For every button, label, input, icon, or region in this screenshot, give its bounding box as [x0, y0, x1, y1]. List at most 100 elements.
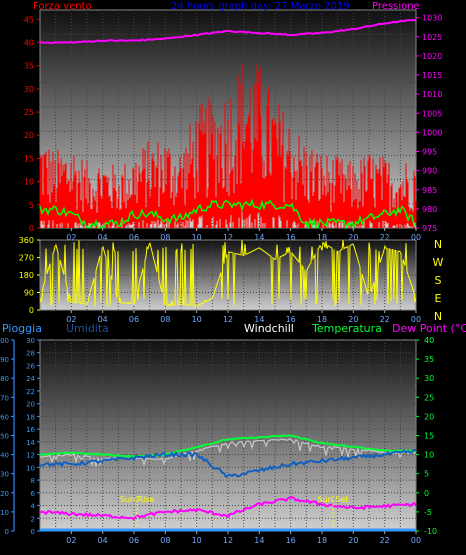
rain-y-tick-label: 70 [0, 394, 9, 402]
direction-series [39, 240, 417, 307]
humidity-y-tick-label: 24 [26, 375, 35, 383]
x-tick-label: 16 [286, 315, 296, 324]
humidity-line [39, 449, 417, 479]
x-tick-label: 22 [380, 233, 390, 242]
wind-direction-line [39, 240, 417, 307]
legend-pioggia: Pioggia [2, 322, 42, 335]
wind-axis-label: Forza vento [33, 1, 92, 12]
dew-point-line [39, 496, 417, 521]
wind-direction-plot-area [39, 239, 417, 311]
legend-temperatura: Temperatura [311, 322, 382, 335]
pressure-y-tick-label: 1020 [422, 52, 442, 61]
wind-x-ticks: 02 04 06 08 10 12 14 16 18 20 22 00 [66, 228, 421, 242]
wind-y-tick-label: 0 [29, 224, 34, 233]
humidity-y-tick-label: 8 [31, 477, 35, 485]
humidity-y-tick-label: 26 [26, 362, 35, 370]
x-tick-label: 00 [411, 315, 421, 324]
direction-y-tick-label: 270 [19, 254, 34, 263]
humidity-y-tick-label: 20 [26, 401, 35, 409]
temperature-y-tick-label: 15 [424, 432, 434, 441]
pressure-y-tick-label: 1015 [422, 71, 442, 80]
rain-y-tick-label: 40 [0, 452, 9, 460]
compass-letter: E [435, 292, 442, 305]
chart-title: 24 hours graph day: 27 Marzo 2019 [171, 1, 350, 12]
pressure-y-tick-label: 1000 [422, 128, 442, 137]
humidity-y-tick-label: 12 [26, 452, 35, 460]
direction-y-tick-label: 0 [29, 306, 34, 315]
humidity-y-tick-label: 28 [26, 350, 35, 358]
x-tick-label: 18 [317, 315, 327, 324]
wind-y-tick-label: 5 [29, 201, 34, 210]
temperature-y-tick-label: -10 [424, 527, 437, 536]
temperature-y-tick-label: 30 [424, 374, 434, 383]
x-tick-label: 16 [286, 536, 296, 545]
wind-y-tick-label: 25 [24, 108, 34, 117]
temperature-y-tick-label: 20 [424, 412, 434, 421]
x-tick-label: 08 [160, 233, 170, 242]
x-tick-label: 00 [411, 536, 421, 545]
humidity-y-tick-label: 2 [31, 515, 35, 523]
compass-letter: N [434, 238, 442, 251]
direction-y-ticks: 0 90 180 270 360 [19, 236, 40, 315]
temperature-series [39, 434, 417, 532]
x-tick-label: 14 [254, 315, 264, 324]
x-tick-label: 06 [129, 536, 139, 545]
temperature-grid [40, 340, 416, 531]
temperature-y-tick-label: 25 [424, 393, 434, 402]
x-tick-label: 14 [254, 233, 264, 242]
wind-y-tick-label: 20 [24, 131, 34, 140]
wind-y-tick-label: 40 [24, 38, 34, 47]
humidity-y-tick-label: 16 [26, 426, 35, 434]
rain-y-tick-label: 50 [0, 433, 9, 441]
wind-y-tick-label: 30 [24, 85, 34, 94]
x-tick-label: 20 [348, 233, 358, 242]
windchill-line [39, 437, 417, 469]
pressure-y-tick-label: 1025 [422, 33, 442, 42]
legend-umidita: Umidita [66, 322, 109, 335]
pressure-axis-label: Pressione [372, 1, 420, 12]
x-tick-label: 02 [66, 233, 76, 242]
x-tick-label: 00 [411, 233, 421, 242]
x-tick-label: 14 [254, 536, 264, 545]
rain-y-tick-label: 60 [0, 413, 9, 421]
wind-pressure-grid [40, 10, 416, 228]
x-tick-label: 22 [380, 536, 390, 545]
pressure-y-tick-label: 995 [422, 148, 437, 157]
x-tick-label: 12 [223, 315, 233, 324]
x-tick-label: 10 [192, 233, 202, 242]
sun-marker-label: Sun Set [318, 495, 349, 504]
x-tick-label: 12 [223, 233, 233, 242]
x-tick-label: 20 [348, 536, 358, 545]
x-tick-label: 04 [98, 233, 108, 242]
direction-y-tick-label: 180 [19, 271, 34, 280]
rain-y-tick-label: 20 [0, 490, 9, 498]
temperature-y-tick-label: 10 [424, 451, 434, 460]
temperature-y-tick-label: 40 [424, 336, 434, 345]
temperature-y-tick-label: 0 [424, 489, 429, 498]
pressure-y-tick-label: 1005 [422, 109, 442, 118]
pressure-y-tick-label: 1010 [422, 90, 442, 99]
direction-y-tick-label: 360 [19, 236, 34, 245]
x-tick-label: 02 [66, 315, 76, 324]
x-tick-label: 02 [66, 536, 76, 545]
temperature-line [39, 434, 417, 458]
x-tick-label: 16 [286, 233, 296, 242]
humidity-y-tick-label: 4 [31, 503, 36, 511]
legend-dew-point: Dew Point (°C) [392, 322, 466, 335]
x-tick-label: 08 [160, 315, 170, 324]
pressure-y-tick-label: 980 [422, 205, 437, 214]
compass-letter: S [435, 274, 442, 287]
humidity-y-tick-label: 22 [26, 388, 35, 396]
rain-y-tick-label: 80 [0, 375, 9, 383]
wind-y-tick-label: 45 [24, 15, 34, 24]
x-tick-label: 06 [129, 233, 139, 242]
sun-marker-label: Sun Rise [120, 495, 155, 504]
humidity-y-tick-label: 0 [31, 528, 35, 536]
pressure-y-tick-label: 975 [422, 224, 437, 233]
humidity-y-tick-label: 14 [26, 439, 35, 447]
pressure-line [39, 18, 417, 44]
wind-y-ticks: 0 5 10 15 20 25 30 35 40 45 [24, 15, 40, 233]
wind-pressure-series [39, 18, 417, 230]
wind-average-line [39, 198, 417, 230]
